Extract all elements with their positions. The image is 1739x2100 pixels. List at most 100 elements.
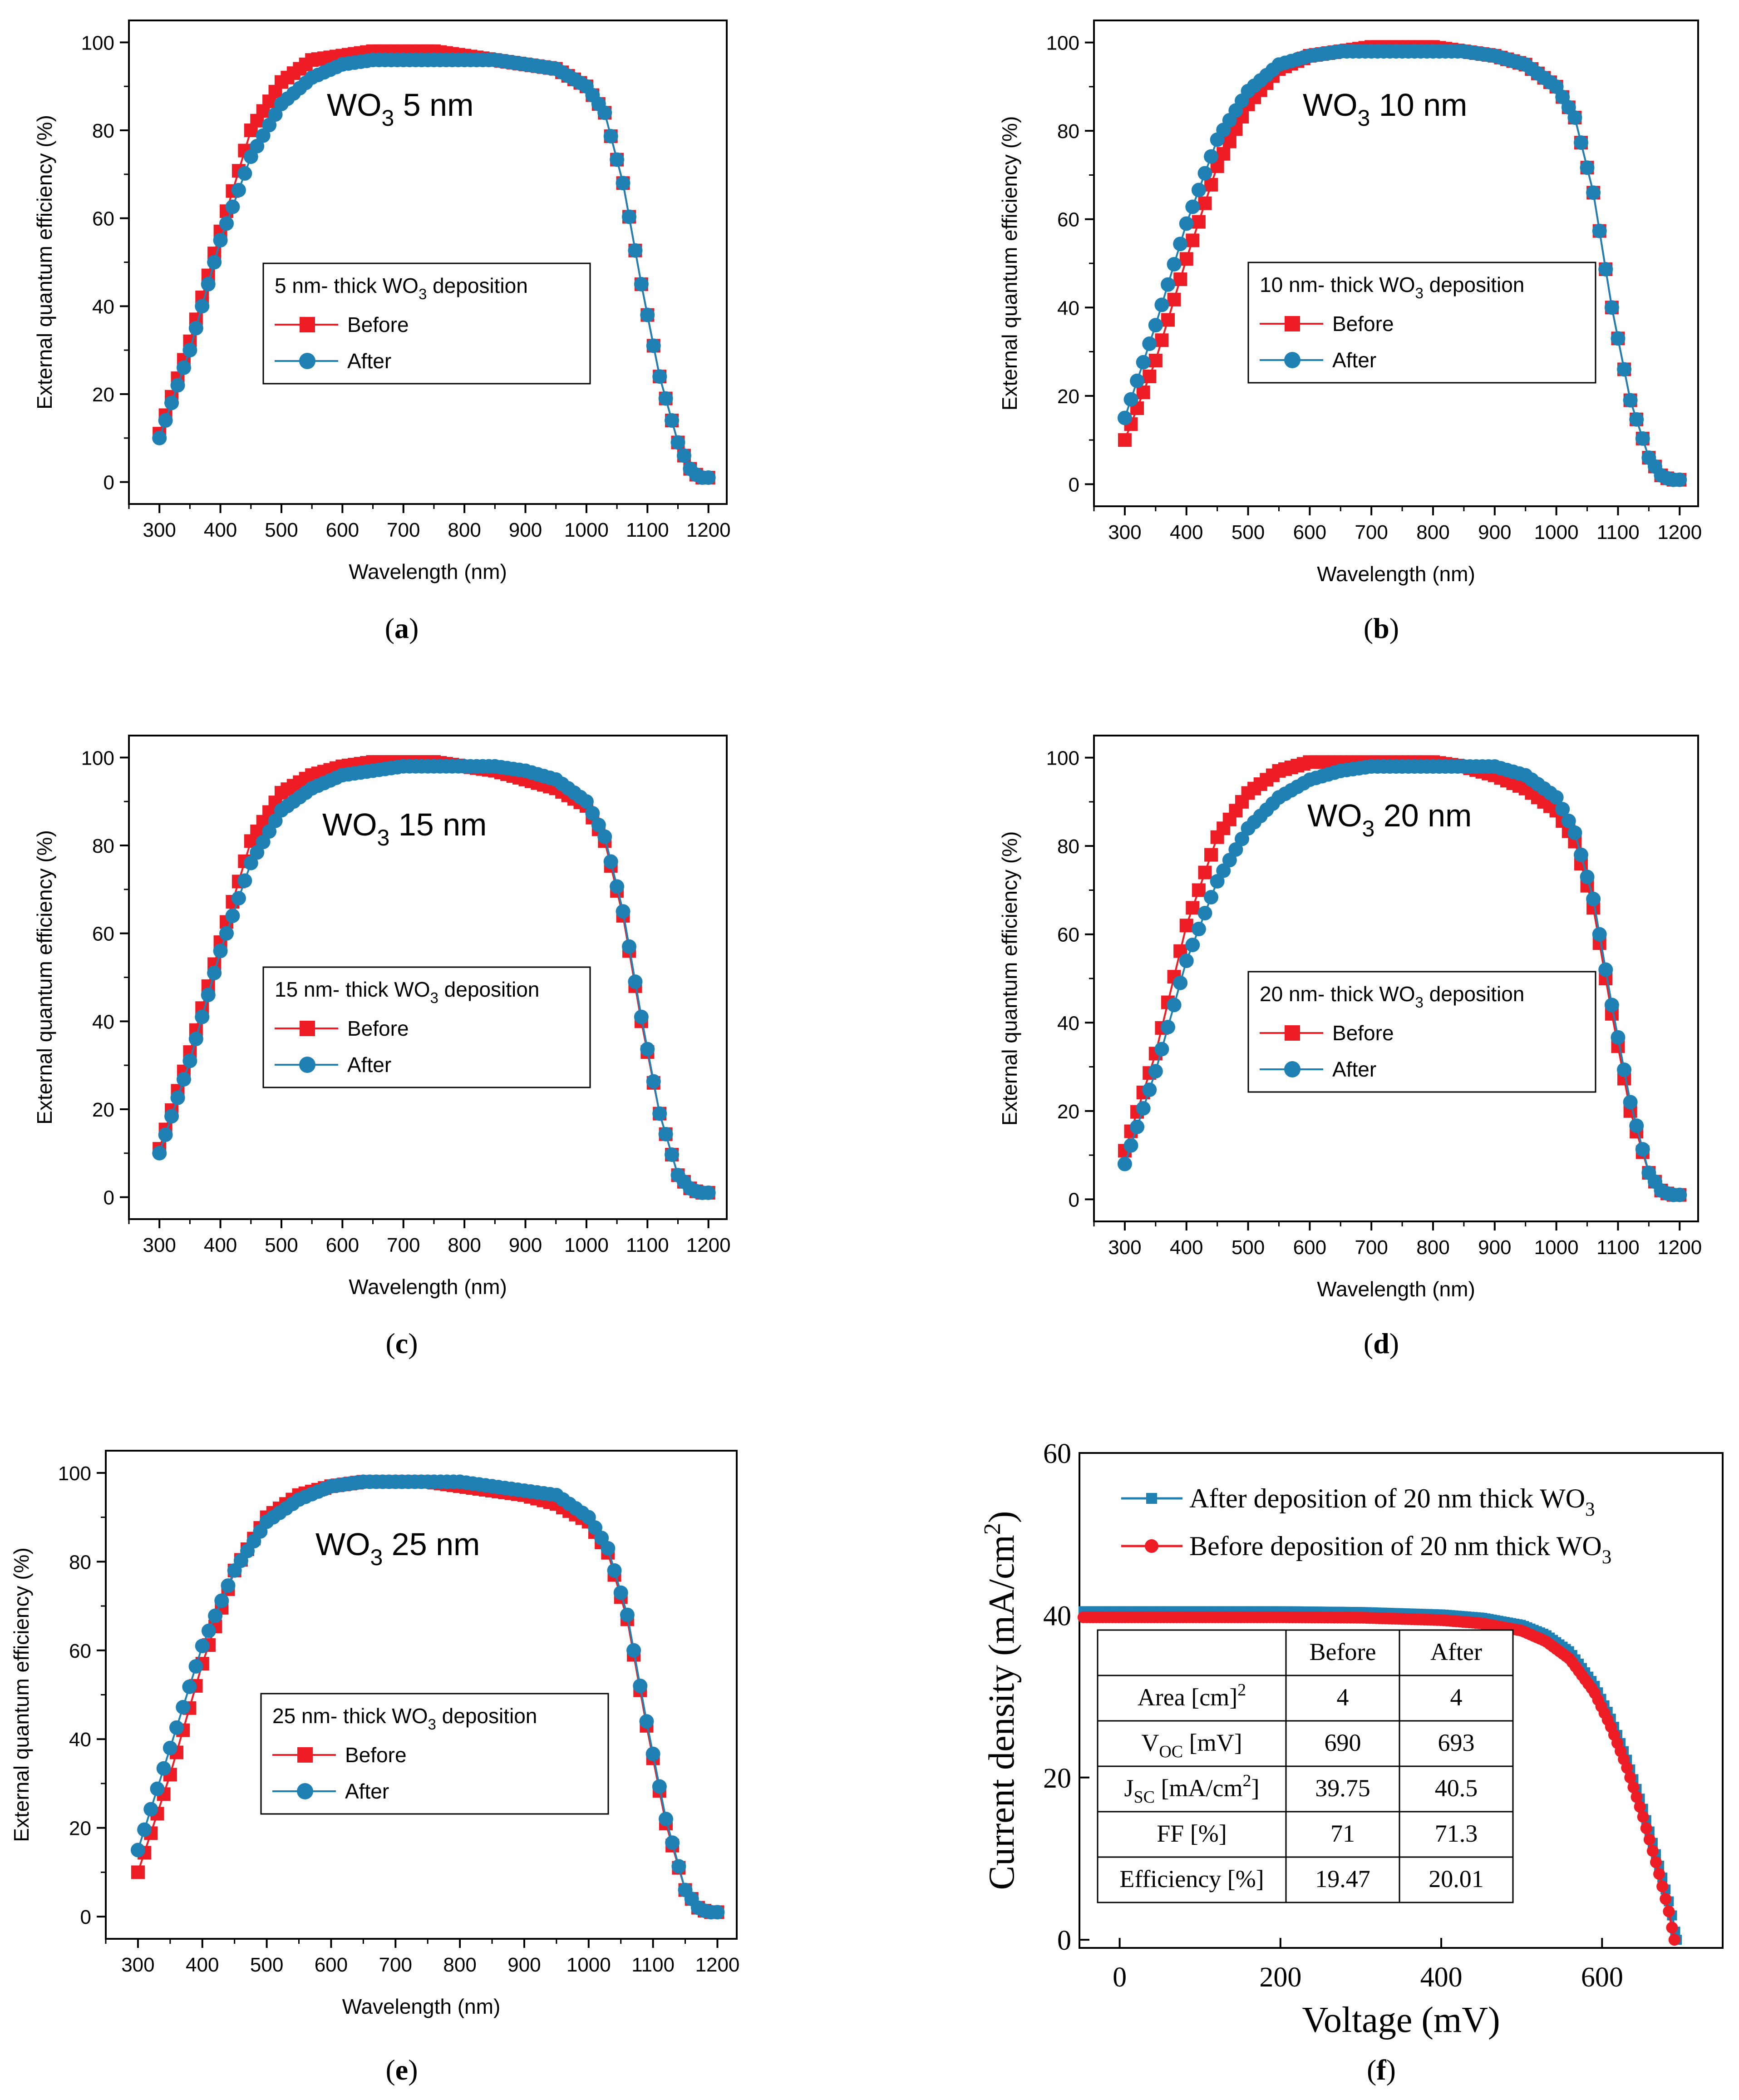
data-point-after xyxy=(634,277,649,292)
data-point-before xyxy=(1155,333,1169,347)
data-point-after xyxy=(150,1781,165,1796)
data-point-after xyxy=(1197,166,1212,181)
data-point-after xyxy=(613,1585,628,1600)
data-point-after xyxy=(628,974,643,989)
data-point-after xyxy=(1623,1095,1638,1110)
x-axis-label: Wavelength (nm) xyxy=(349,560,507,583)
data-point-after xyxy=(170,378,185,393)
data-point-after xyxy=(1204,149,1219,164)
data-point-after xyxy=(710,1905,725,1920)
x-tick-label: 1000 xyxy=(564,1234,609,1256)
data-point-before xyxy=(1179,919,1193,933)
data-point-after xyxy=(633,1678,648,1693)
legend-marker-square xyxy=(1285,316,1300,331)
jv-panel-f: 0 200 400 600 0 20 40 60 Voltage (mV) Current den… xyxy=(980,1438,1724,2040)
data-point-after xyxy=(1148,1064,1163,1079)
data-point-after xyxy=(152,430,167,445)
y-tick-label: 100 xyxy=(81,32,114,54)
data-point-after xyxy=(591,817,606,832)
data-point-before xyxy=(1663,1905,1675,1917)
data-point-after xyxy=(219,926,234,941)
data-point-after xyxy=(646,1074,661,1089)
data-point-after xyxy=(597,829,612,844)
y-axis-label: External quantum efficiency (%) xyxy=(10,1547,33,1842)
data-point-after xyxy=(1191,183,1206,198)
x-tick-label: 300 xyxy=(143,1234,176,1256)
data-point-after xyxy=(231,183,246,198)
data-point-after xyxy=(640,307,655,322)
data-point-before xyxy=(1167,292,1181,306)
series-after xyxy=(1117,759,1687,1202)
legend-box xyxy=(1247,262,1596,384)
data-point-after xyxy=(1136,1101,1151,1116)
data-point-after xyxy=(671,1859,686,1874)
panel-annotation: WO3 20 nm xyxy=(1307,798,1472,841)
data-point-after xyxy=(1567,825,1582,840)
data-point-before xyxy=(1650,1856,1662,1868)
y-tick-label: 0 xyxy=(103,1187,114,1209)
legend-marker-square xyxy=(1285,1025,1300,1041)
legend-marker-circle xyxy=(297,1783,313,1799)
x-tick-label: 200 xyxy=(1259,1962,1301,1993)
data-point-after xyxy=(587,1520,602,1535)
data-point-after xyxy=(1148,318,1163,333)
data-point-after xyxy=(195,1009,210,1024)
data-point-after xyxy=(158,413,173,428)
x-tick-label: 500 xyxy=(265,1234,298,1256)
data-point-after xyxy=(621,939,636,954)
table-cell-before: 39.75 xyxy=(1315,1774,1370,1802)
y-tick-label: 80 xyxy=(1057,120,1079,143)
legend-label-after: After xyxy=(1332,1057,1376,1081)
legend-marker-circle xyxy=(1284,1061,1301,1077)
data-point-after xyxy=(1604,998,1619,1013)
legend-title: 10 nm- thick WO3 deposition xyxy=(1260,273,1524,301)
y-tick-label: 80 xyxy=(92,120,114,142)
x-tick-label: 1000 xyxy=(1534,1236,1579,1259)
table-cell-before: 71 xyxy=(1330,1820,1355,1847)
x-tick-label: 1100 xyxy=(1596,1236,1640,1259)
table-cell-before: 690 xyxy=(1325,1729,1361,1756)
series-after xyxy=(152,759,716,1200)
data-point-before xyxy=(1621,1762,1633,1774)
y-tick-label: 0 xyxy=(1069,474,1079,496)
legend-box xyxy=(262,966,591,1088)
x-tick-label: 400 xyxy=(204,1234,237,1256)
x-tick-label: 1100 xyxy=(631,1954,675,1976)
data-point-before xyxy=(131,1865,145,1879)
table-row-label: Area [cm]2 xyxy=(1138,1680,1246,1711)
legend-marker-square xyxy=(300,1021,315,1036)
data-point-before xyxy=(1653,1868,1665,1880)
data-point-before xyxy=(1624,1771,1636,1784)
legend-label-before: Before xyxy=(347,313,409,336)
panel-caption-e: (e) xyxy=(385,2054,418,2086)
data-point-after xyxy=(1173,237,1188,252)
y-tick-label: 60 xyxy=(1057,924,1079,946)
data-point-after xyxy=(1586,185,1601,200)
data-point-after xyxy=(701,1185,716,1200)
data-point-after xyxy=(597,105,612,120)
data-point-after xyxy=(1617,362,1632,377)
data-point-after xyxy=(1592,223,1607,238)
data-point-before xyxy=(1631,1791,1643,1803)
data-point-before xyxy=(1217,147,1231,161)
data-point-after xyxy=(243,149,258,164)
data-point-after xyxy=(1623,393,1638,408)
data-point-after xyxy=(1629,412,1644,427)
data-point-after xyxy=(250,845,265,860)
data-point-after xyxy=(1555,802,1570,817)
data-point-after xyxy=(207,255,222,270)
table-cell-before: 19.47 xyxy=(1315,1865,1370,1892)
x-tick-label: 800 xyxy=(448,1234,481,1256)
panel-annotation: WO3 5 nm xyxy=(327,87,473,131)
data-point-after xyxy=(665,1147,680,1162)
data-point-before xyxy=(1173,272,1187,287)
data-point-after xyxy=(585,806,600,821)
legend-label-after: After xyxy=(1332,348,1376,372)
data-point-after xyxy=(268,107,283,122)
eqe-panel-c: 300 400 500 600 700 800 900 1000 1100 1200 0 20 40 60… xyxy=(33,735,731,1299)
legend-marker-before xyxy=(1145,1539,1158,1553)
data-point-after xyxy=(213,233,228,248)
data-point-before xyxy=(1192,883,1206,897)
table-cell-after: 71.3 xyxy=(1435,1820,1478,1847)
